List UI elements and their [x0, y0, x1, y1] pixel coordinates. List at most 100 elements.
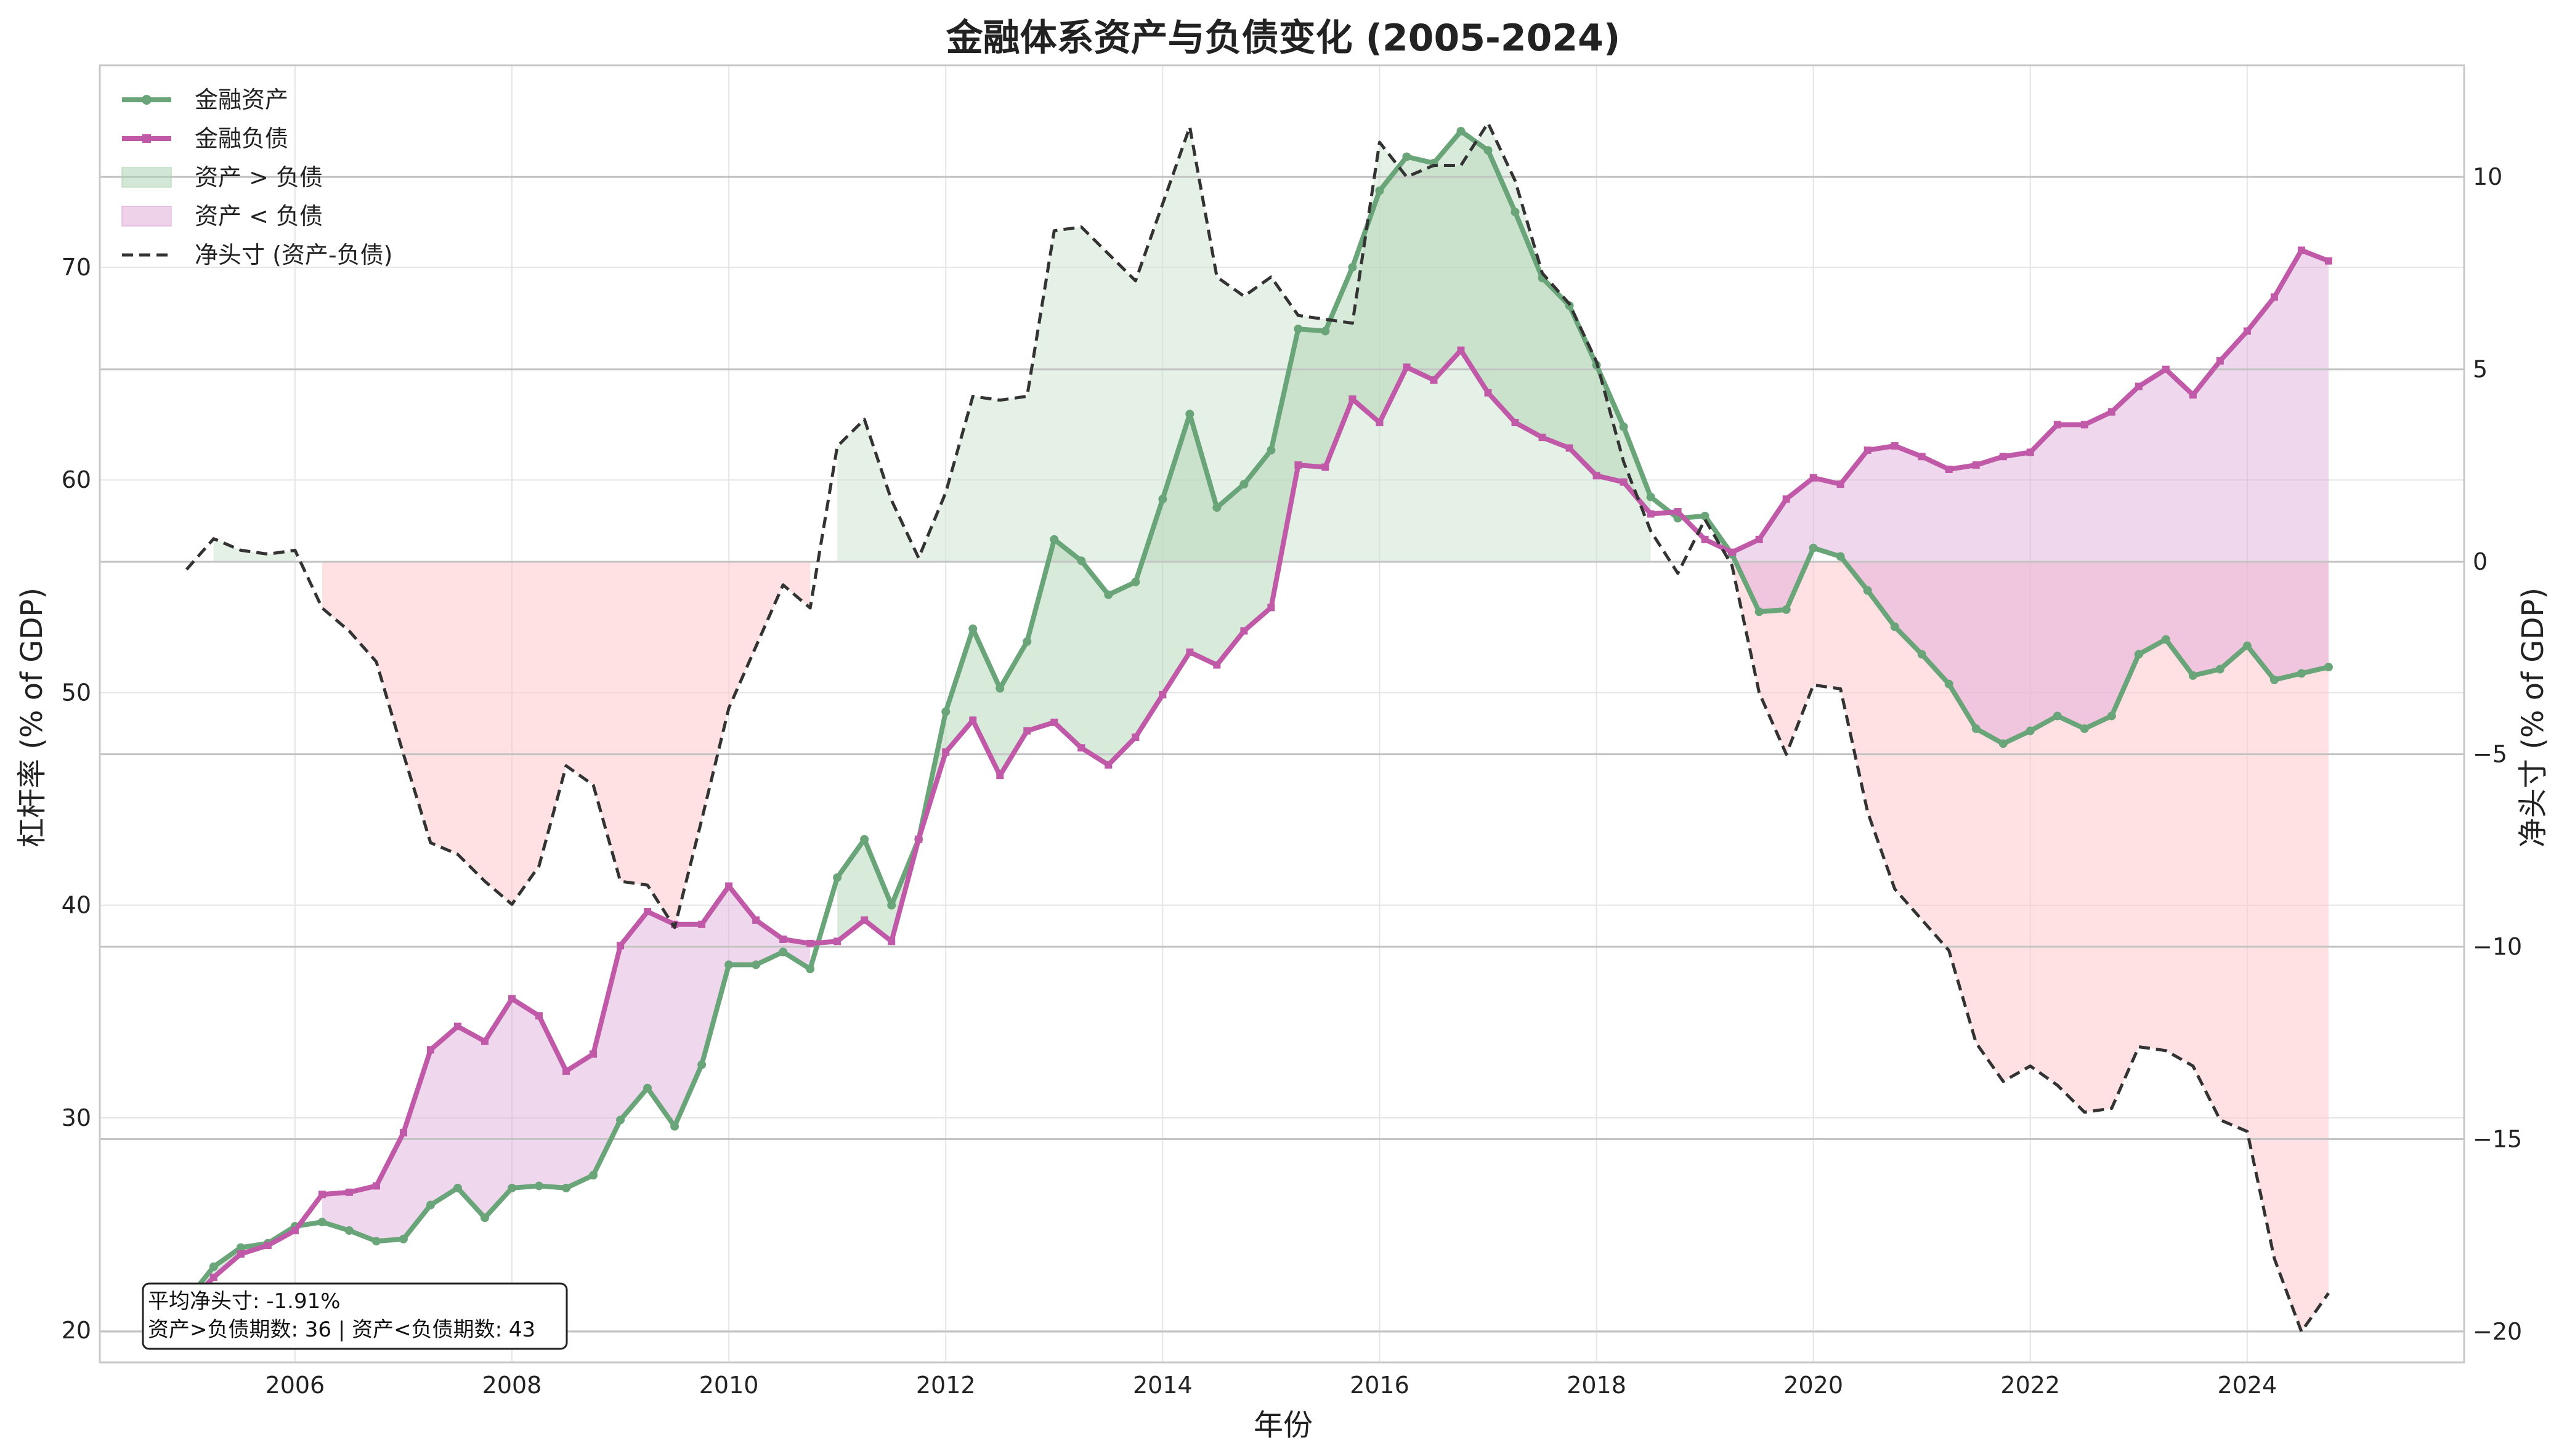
liability-point — [590, 1050, 598, 1058]
liability-point — [915, 835, 923, 843]
liability-point — [1023, 727, 1031, 735]
asset-point — [1863, 586, 1872, 595]
asset-point — [317, 1218, 326, 1227]
liability-point — [1267, 604, 1275, 612]
asset-gt-liability-area — [837, 131, 1651, 942]
liability-point — [209, 1273, 217, 1281]
asset-point — [1998, 739, 2008, 748]
asset-point — [2188, 671, 2197, 680]
liability-point — [1538, 434, 1546, 442]
x-tick-label: 2010 — [699, 1372, 759, 1399]
legend-label: 净头寸 (资产-负债) — [195, 241, 392, 269]
asset-point — [860, 835, 869, 844]
liability-point — [1836, 480, 1844, 488]
liability-point — [1999, 453, 2007, 461]
asset-point — [371, 1237, 381, 1246]
asset-point — [1348, 262, 1357, 272]
asset-point — [1700, 511, 1709, 520]
series-line-1 — [184, 248, 2330, 1307]
series-lines — [182, 121, 2333, 1333]
liability-point — [752, 916, 760, 924]
asset-point — [1809, 543, 1818, 552]
legend-swatch-asset-lt — [121, 206, 172, 227]
asset-point — [209, 1262, 218, 1271]
y2-axis-label: 净头寸 (% of GDP) — [2516, 588, 2550, 847]
asset-point — [236, 1243, 245, 1252]
asset-point — [1077, 556, 1086, 565]
asset-point — [2297, 669, 2306, 678]
liability-point — [1213, 661, 1221, 669]
asset-point — [1890, 622, 1899, 631]
y2-tick-label: −20 — [2473, 1318, 2522, 1345]
asset-point — [697, 1060, 707, 1069]
asset-point — [1131, 577, 1140, 586]
legend-marker-asset — [142, 95, 152, 105]
net-positive-area — [837, 123, 1651, 562]
asset-point — [833, 873, 842, 882]
liability-point — [1105, 761, 1113, 769]
x-tick-label: 2020 — [1783, 1372, 1843, 1399]
liability-point — [1565, 444, 1573, 452]
liability-point — [453, 1022, 461, 1030]
liability-point — [318, 1191, 326, 1199]
asset-point — [1511, 208, 1520, 217]
liability-point — [888, 937, 896, 945]
liability-point — [861, 916, 869, 924]
y2-tick-labels: −20 −15 −10 −5 0 5 10 — [2473, 163, 2522, 1345]
asset-point — [779, 947, 788, 957]
x-tick-label: 2014 — [1133, 1372, 1193, 1399]
asset-point — [480, 1213, 489, 1223]
liability-point — [535, 1012, 543, 1020]
liability-point — [1376, 419, 1384, 427]
asset-point — [1104, 590, 1113, 599]
asset-point — [752, 960, 761, 969]
asset-point — [508, 1183, 517, 1192]
liability-point — [1077, 744, 1085, 752]
liability-point — [617, 942, 625, 950]
asset-point — [1782, 605, 1791, 614]
x-tick-label: 2016 — [1350, 1372, 1409, 1399]
liability-point — [833, 937, 841, 945]
liability-point — [1647, 510, 1655, 518]
liability-point — [1782, 495, 1790, 503]
asset-point — [2107, 711, 2116, 721]
y-tick-label: 50 — [62, 679, 91, 706]
liability-point — [1321, 463, 1329, 471]
asset-point — [1212, 503, 1222, 512]
liability-point — [1891, 442, 1899, 450]
asset-point — [453, 1183, 462, 1192]
liability-point — [2243, 327, 2251, 335]
liability-point — [1294, 461, 1302, 469]
asset-point — [616, 1115, 625, 1125]
asset-point — [2215, 665, 2224, 674]
liability-point — [2107, 408, 2115, 416]
asset-point — [426, 1200, 435, 1210]
y2-tick-label: 5 — [2473, 356, 2488, 383]
liability-point — [2270, 293, 2278, 301]
asset-point — [399, 1234, 408, 1244]
liability-point — [1918, 453, 1926, 461]
liability-point — [996, 772, 1004, 780]
liability-point — [2297, 246, 2305, 254]
y2-tick-label: −10 — [2473, 933, 2522, 960]
asset-point — [1971, 724, 1981, 734]
liability-point — [1511, 419, 1519, 427]
asset-point — [344, 1226, 354, 1235]
asset-point — [1375, 186, 1384, 195]
x-tick-label: 2022 — [2000, 1372, 2060, 1399]
liability-point — [2053, 421, 2061, 429]
asset-point — [1917, 650, 1926, 659]
net-positive-area — [213, 538, 295, 562]
asset-point — [2026, 726, 2035, 735]
x-tick-label: 2012 — [916, 1372, 976, 1399]
asset-point — [1619, 422, 1628, 431]
net-negative-area — [322, 562, 811, 928]
liability-point — [1592, 472, 1600, 480]
y-tick-labels: 20 30 40 50 60 70 — [62, 254, 91, 1344]
asset-point — [1050, 535, 1059, 544]
liability-point — [1863, 446, 1872, 454]
liability-point — [2135, 382, 2143, 390]
y-tick-label: 30 — [62, 1104, 91, 1131]
asset-point — [887, 900, 896, 910]
